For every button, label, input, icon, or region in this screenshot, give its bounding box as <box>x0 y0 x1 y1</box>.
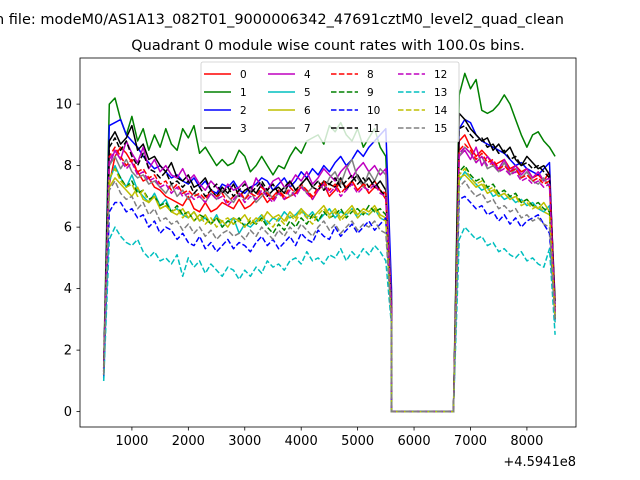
y-tick-label: 6 <box>64 221 72 236</box>
series-line-12 <box>102 146 556 413</box>
y-tick-label: 4 <box>64 282 72 297</box>
y-tick-label: 2 <box>64 344 72 359</box>
legend-label-7: 7 <box>304 123 311 135</box>
series-line-4 <box>102 140 556 413</box>
y-tick-label: 8 <box>64 159 72 174</box>
series-line-9 <box>102 164 556 413</box>
axes-frame <box>79 57 577 428</box>
series-line-15 <box>102 180 556 413</box>
series-line-3 <box>102 112 556 413</box>
y-axis: 0 2 4 6 8 10 <box>55 98 80 420</box>
legend-label-12: 12 <box>434 69 447 81</box>
series-line-11 <box>102 124 556 413</box>
legend-label-6: 6 <box>304 105 311 117</box>
x-tick-label: 7000 <box>454 434 487 449</box>
x-tick-label: 3000 <box>228 434 261 449</box>
x-offset-text: +4.5941e8 <box>503 455 576 470</box>
x-tick-label: 8000 <box>510 434 543 449</box>
legend-label-13: 13 <box>434 87 447 99</box>
legend-label-3: 3 <box>240 123 247 135</box>
figure-suptitle: n file: modeM0/AS1A13_082T01_9000006342_… <box>0 12 564 28</box>
x-tick-label: 6000 <box>398 434 431 449</box>
legend-label-5: 5 <box>304 87 311 99</box>
legend-label-0: 0 <box>240 69 247 81</box>
legend-label-11: 11 <box>367 123 380 135</box>
chart-title: Quadrant 0 module wise count rates with … <box>131 38 525 54</box>
y-tick-label: 10 <box>55 98 72 113</box>
x-tick-label: 1000 <box>115 434 148 449</box>
y-tick-label: 0 <box>64 405 72 420</box>
x-axis: 1000 2000 3000 4000 5000 6000 7000 8000 <box>115 427 543 449</box>
legend-label-4: 4 <box>304 69 311 81</box>
legend-label-10: 10 <box>367 105 380 117</box>
legend-label-2: 2 <box>240 105 247 117</box>
series-line-14 <box>102 167 556 413</box>
legend-label-1: 1 <box>240 87 247 99</box>
series-line-10 <box>102 195 556 413</box>
legend-box <box>200 61 460 143</box>
x-tick-label: 2000 <box>172 434 205 449</box>
x-tick-label: 4000 <box>285 434 318 449</box>
series-line-13 <box>102 226 556 413</box>
legend-label-9: 9 <box>367 87 374 99</box>
series-line-8 <box>102 143 556 413</box>
legend-label-14: 14 <box>434 105 448 117</box>
x-tick-label: 5000 <box>341 434 374 449</box>
legend-label-15: 15 <box>434 123 447 135</box>
legend-label-8: 8 <box>367 69 374 81</box>
